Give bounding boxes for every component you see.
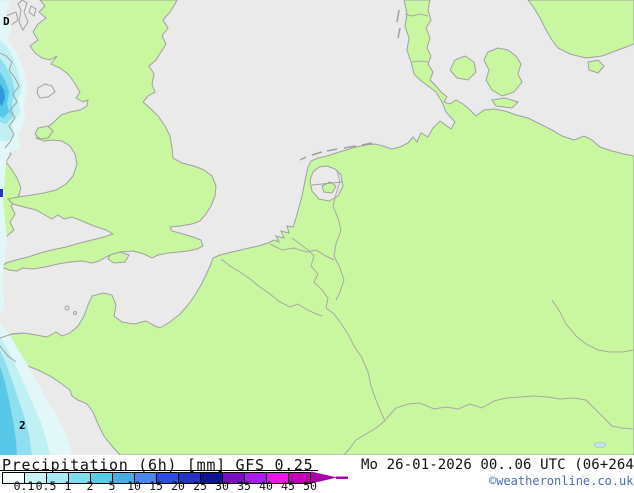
weather-map: D 2: [0, 0, 634, 455]
coastline-overlays: [0, 52, 25, 363]
continent-landmass: [0, 0, 634, 455]
legend-tick-label: 40: [259, 479, 273, 493]
precipitation-area-biscay: [0, 322, 72, 455]
legend-tick-label: 35: [237, 479, 251, 493]
legend-tick-label: 0.1: [13, 479, 35, 493]
lake-constance: [593, 442, 607, 448]
precipitation-area-irish-sea: [0, 0, 28, 312]
scandinavia-landmass: [527, 0, 634, 59]
legend-tick-label: 0.5: [35, 479, 57, 493]
legend-tick-label: 1: [64, 479, 72, 493]
legend-tick-label: 50: [303, 479, 317, 493]
islands: [3, 0, 605, 315]
legend-tick-label: 15: [149, 479, 163, 493]
legend-cell: [288, 472, 311, 484]
country-borders: [220, 13, 634, 455]
legend-tick-label: 2: [86, 479, 94, 493]
forecast-datetime: Mo 26-01-2026 00..06 UTC (06+264: [361, 457, 634, 473]
great-britain-landmass: [1, 0, 217, 272]
low-pressure-label: D: [3, 15, 10, 28]
ijsselmeer-lake: [309, 165, 344, 202]
precip-intensity-dash: [0, 189, 3, 197]
legend-tick-label: 45: [281, 479, 295, 493]
legend-tick-label: 20: [171, 479, 185, 493]
legend-tick-labels: 0.1 0.5 1 2 5 10 15 20 25 30 35 40 45 50: [2, 479, 362, 493]
legend-tick-label: 25: [193, 479, 207, 493]
legend-strip: Precipitation (6h) [mm] GFS 0.25 0.1 0.5 1…: [0, 455, 634, 493]
legend-arrow-icon: [311, 471, 348, 484]
legend-colorbar: [2, 472, 314, 484]
wadden-islands: [299, 9, 401, 161]
legend-tick-label: 30: [215, 479, 229, 493]
contour-value-label: 2: [19, 419, 26, 432]
copyright-notice: ©weatheronline.co.uk: [489, 474, 634, 488]
legend-tick-label: 5: [108, 479, 116, 493]
legend-underline: [0, 470, 318, 471]
legend-title: Precipitation (6h) [mm] GFS 0.25: [2, 456, 314, 474]
legend-tick-label: 10: [127, 479, 141, 493]
